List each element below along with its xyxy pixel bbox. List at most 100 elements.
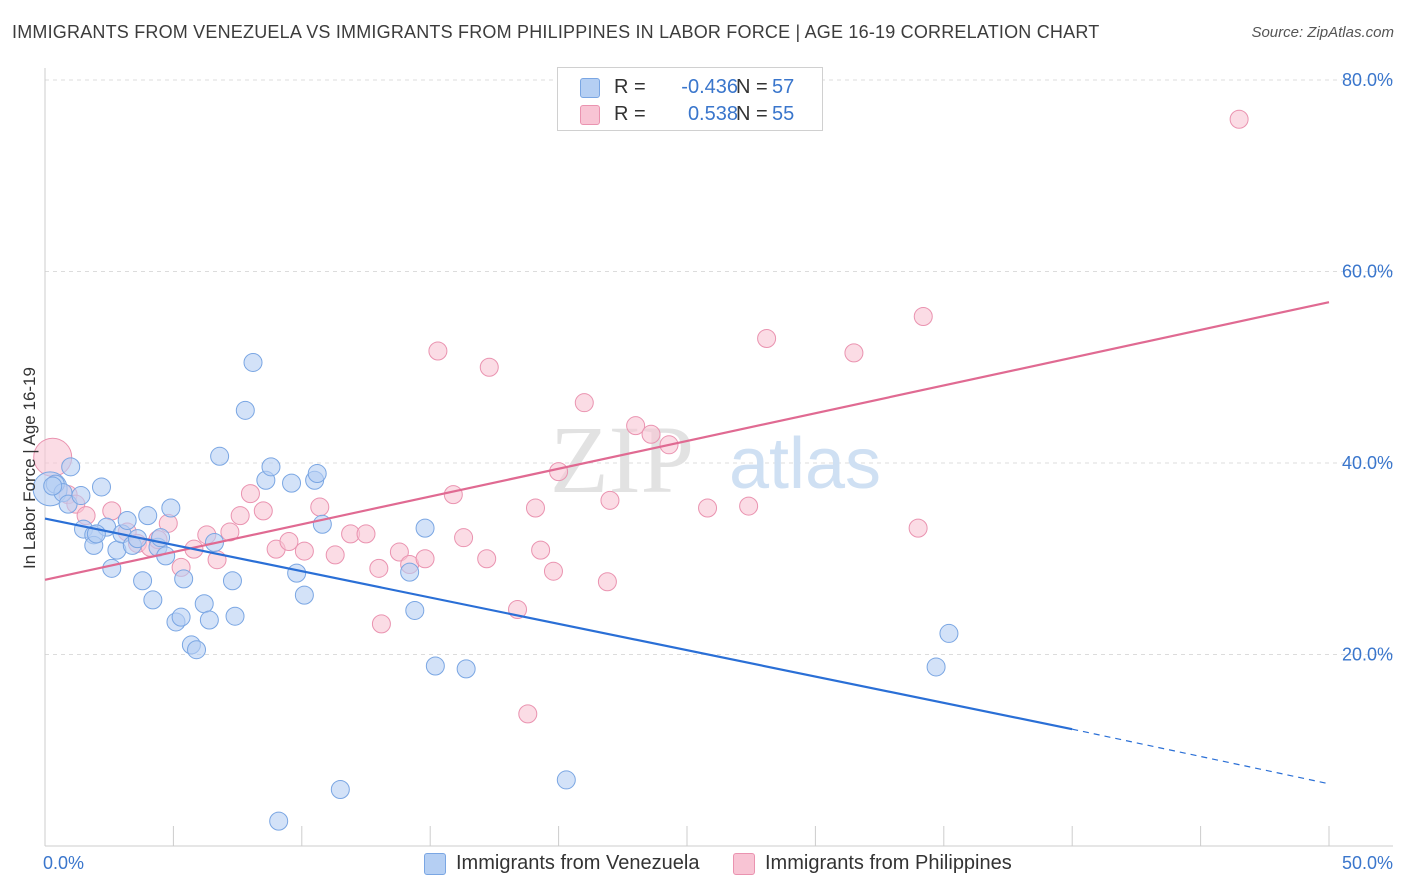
philippines-point-25 <box>369 558 389 578</box>
chart-title: IMMIGRANTS FROM VENEZUELA VS IMMIGRANTS … <box>12 22 1100 42</box>
watermark: ZIP atlas <box>550 406 881 513</box>
venezuela-point-17 <box>133 571 153 591</box>
philippines-point-26 <box>371 614 391 634</box>
y-tick-label-20: 20.0% <box>1342 645 1393 665</box>
philippines-point-42 <box>597 572 617 592</box>
philippines-point-39 <box>543 561 563 581</box>
venezuela-point-39 <box>282 473 302 493</box>
legend-n-label: N = <box>736 103 768 125</box>
watermark-zip: ZIP <box>550 406 694 513</box>
legend-n-label: N = <box>736 76 768 98</box>
watermark-atlas: atlas <box>729 424 881 504</box>
venezuela-point-28 <box>187 640 207 660</box>
y-tick-label-60: 60.0% <box>1342 262 1393 282</box>
venezuela-point-11 <box>102 558 122 578</box>
venezuela-point-43 <box>307 464 327 484</box>
venezuela-point-34 <box>225 606 245 626</box>
x-tick-label-max: 50.0% <box>1342 853 1393 873</box>
philippines-point-49 <box>757 329 777 349</box>
legend-swatch-philippines <box>580 105 600 125</box>
philippines-point-21 <box>310 497 330 517</box>
legend-r-value-venezuela: -0.436 <box>681 76 738 98</box>
philippines-point-19 <box>279 532 299 552</box>
venezuela-point-48 <box>405 600 425 620</box>
philippines-trend-line <box>44 301 1330 581</box>
legend-r-value-philippines: 0.538 <box>687 103 738 125</box>
bottom-legend-swatch-venezuela <box>424 853 446 875</box>
philippines-points <box>33 104 1249 724</box>
venezuela-point-46 <box>269 811 289 831</box>
venezuela-point-14 <box>117 510 137 530</box>
tick-labels: 20.0% 40.0% 60.0% 80.0% 0.0% 50.0% <box>43 70 1393 873</box>
venezuela-point-49 <box>415 518 435 538</box>
venezuela-trend-extension <box>1072 728 1330 785</box>
venezuela-point-30 <box>199 610 219 630</box>
venezuela-point-51 <box>456 659 476 679</box>
philippines-point-50 <box>844 343 864 363</box>
venezuela-point-23 <box>161 498 181 518</box>
bottom-legend-label-venezuela: Immigrants from Venezuela <box>456 852 700 874</box>
philippines-point-27 <box>389 542 409 562</box>
trend-lines <box>44 301 1330 785</box>
venezuela-point-36 <box>243 352 263 372</box>
venezuela-point-50 <box>425 656 445 676</box>
venezuela-point-32 <box>210 446 230 466</box>
philippines-point-32 <box>454 528 474 548</box>
legend-r-label: R = <box>614 103 646 125</box>
x-tick-label-min: 0.0% <box>43 853 84 873</box>
philippines-point-37 <box>525 498 545 518</box>
y-tick-label-40: 40.0% <box>1342 453 1393 473</box>
venezuela-point-52 <box>556 770 576 790</box>
venezuela-point-45 <box>330 780 350 800</box>
bottom-legend-label-philippines: Immigrants from Philippines <box>765 852 1012 874</box>
venezuela-point-41 <box>294 585 314 605</box>
philippines-point-51 <box>908 518 928 538</box>
venezuela-point-5 <box>71 486 91 506</box>
philippines-point-48 <box>739 496 759 516</box>
philippines-point-20 <box>294 541 314 561</box>
philippines-point-41 <box>574 393 594 413</box>
legend-r-label: R = <box>614 76 646 98</box>
venezuela-point-9 <box>91 477 111 497</box>
venezuela-point-33 <box>222 571 242 591</box>
philippines-point-4 <box>102 501 122 521</box>
legend-swatch-venezuela <box>580 78 600 98</box>
philippines-point-29 <box>415 549 435 569</box>
venezuela-point-55 <box>43 476 63 496</box>
venezuela-point-4 <box>61 457 81 477</box>
philippines-point-34 <box>479 357 499 377</box>
philippines-point-38 <box>531 540 551 560</box>
philippines-point-24 <box>356 524 376 544</box>
philippines-point-33 <box>477 549 497 569</box>
venezuela-point-35 <box>235 400 255 420</box>
philippines-point-36 <box>518 704 538 724</box>
venezuela-point-53 <box>926 657 946 677</box>
philippines-point-17 <box>253 501 273 521</box>
venezuela-point-18 <box>138 506 158 526</box>
philippines-point-30 <box>428 341 448 361</box>
venezuela-point-40 <box>287 563 307 583</box>
philippines-point-16 <box>240 484 260 504</box>
venezuela-point-38 <box>261 457 281 477</box>
axes <box>44 68 1393 847</box>
philippines-point-40 <box>549 462 569 482</box>
venezuela-trend-line <box>44 517 1073 731</box>
y-tick-label-80: 80.0% <box>1342 70 1393 90</box>
bottom-legend-swatch-philippines <box>733 853 755 875</box>
philippines-point-52 <box>913 307 933 327</box>
venezuela-point-47 <box>400 562 420 582</box>
correlation-legend: R = -0.436 N = 57 R = 0.538 N = 55 <box>557 67 823 131</box>
y-axis-label: In Labor Force | Age 16-19 <box>20 367 39 569</box>
philippines-point-44 <box>626 416 646 436</box>
philippines-point-22 <box>325 545 345 565</box>
philippines-point-15 <box>230 506 250 526</box>
source-label: Source: ZipAtlas.com <box>1251 24 1394 41</box>
philippines-point-53 <box>1229 109 1249 129</box>
venezuela-point-29 <box>194 594 214 614</box>
philippines-point-43 <box>600 490 620 510</box>
venezuela-point-26 <box>174 569 194 589</box>
philippines-point-45 <box>641 424 661 444</box>
venezuela-point-19 <box>143 590 163 610</box>
venezuela-point-54 <box>939 623 959 643</box>
